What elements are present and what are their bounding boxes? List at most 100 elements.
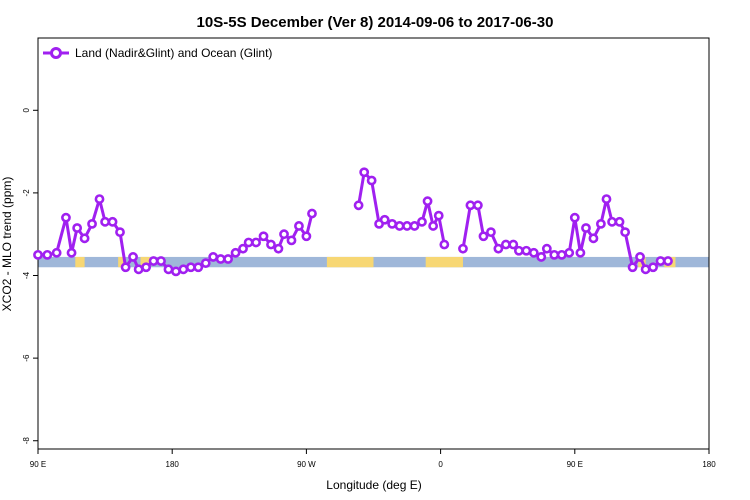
y-tick-label: -4	[22, 271, 31, 279]
data-point	[575, 247, 586, 258]
data-point	[508, 239, 519, 250]
data-point	[273, 243, 284, 254]
series-points	[33, 167, 673, 277]
data-point	[208, 252, 219, 262]
data-point	[620, 227, 631, 238]
land-segment	[425, 256, 463, 268]
data-point	[107, 216, 118, 227]
data-point	[465, 200, 476, 211]
data-point	[359, 167, 370, 178]
data-point	[655, 256, 666, 266]
data-point	[215, 254, 226, 264]
data-point	[33, 249, 43, 260]
y-tick-label: -8	[22, 437, 31, 445]
data-point	[528, 247, 539, 258]
data-point	[200, 258, 211, 269]
data-point	[286, 235, 297, 246]
data-point	[439, 239, 450, 250]
legend-marker	[50, 47, 62, 59]
land-segment	[326, 256, 374, 268]
data-point	[549, 249, 560, 260]
legend-label: Land (Nadir&Glint) and Ocean (Glint)	[75, 46, 272, 60]
data-point	[417, 216, 427, 227]
data-point	[640, 264, 651, 275]
data-point	[141, 262, 152, 273]
data-point	[266, 239, 276, 250]
data-point	[251, 237, 261, 248]
data-point	[433, 210, 444, 221]
y-tick-label: -6	[22, 354, 31, 362]
data-point	[61, 212, 71, 223]
data-point	[171, 266, 181, 277]
data-point	[238, 243, 248, 254]
data-point	[79, 233, 90, 244]
x-axis: 90 E 180 90 W 0 90 E 180	[30, 449, 716, 469]
data-point	[279, 229, 289, 240]
data-point	[42, 249, 53, 260]
plot-frame	[37, 37, 710, 450]
x-tick-label: 0	[438, 460, 443, 469]
data-point	[493, 243, 504, 254]
land-segment	[140, 256, 150, 268]
data-point	[72, 223, 83, 233]
data-point	[148, 256, 159, 266]
data-point	[66, 247, 77, 258]
data-point	[569, 212, 580, 223]
data-point	[115, 227, 125, 238]
data-point	[51, 247, 62, 258]
data-point	[185, 262, 196, 273]
data-point	[387, 218, 398, 229]
data-point	[178, 264, 189, 275]
data-point	[366, 175, 377, 186]
data-point	[156, 256, 166, 266]
y-tick-label: -2	[22, 189, 31, 197]
data-point	[163, 264, 174, 275]
data-point	[581, 223, 591, 233]
data-point	[536, 252, 547, 262]
data-point	[601, 194, 612, 204]
data-point	[100, 216, 110, 227]
data-point	[521, 245, 532, 256]
data-point	[94, 194, 105, 204]
data-point	[564, 247, 575, 258]
data-point	[500, 239, 511, 250]
data-point	[230, 247, 241, 258]
data-point	[294, 221, 304, 231]
data-point	[614, 216, 625, 227]
data-point	[307, 208, 317, 219]
data-point	[87, 218, 97, 229]
data-point	[223, 254, 234, 264]
data-point	[301, 231, 312, 242]
x-tick-label: 90 W	[297, 460, 316, 469]
data-point	[409, 221, 420, 231]
data-point	[458, 243, 468, 254]
x-tick-label: 90 E	[567, 460, 583, 469]
data-point	[258, 231, 269, 242]
data-point	[243, 237, 254, 248]
data-point	[120, 262, 131, 273]
y-axis: 0 -2 -4 -6 -8	[22, 108, 38, 445]
data-point	[648, 262, 658, 273]
y-tick-label: 0	[22, 108, 31, 113]
data-point	[663, 256, 673, 266]
x-tick-label: 180	[702, 460, 716, 469]
data-point	[379, 214, 390, 225]
data-point	[472, 200, 483, 211]
data-point	[422, 196, 433, 207]
data-point	[402, 221, 412, 231]
data-point	[428, 221, 439, 231]
data-point	[394, 221, 405, 231]
data-point	[556, 249, 567, 260]
data-point	[607, 216, 617, 227]
data-point	[353, 200, 364, 211]
data-point	[128, 252, 138, 262]
data-point	[588, 233, 599, 244]
data-point	[513, 245, 524, 256]
data-point	[478, 231, 489, 242]
land-segment	[118, 256, 124, 268]
data-point	[486, 227, 496, 238]
legend: Land (Nadir&Glint) and Ocean (Glint)	[43, 46, 272, 60]
data-point	[541, 243, 552, 254]
land-segment	[75, 256, 85, 268]
x-tick-label: 180	[166, 460, 180, 469]
